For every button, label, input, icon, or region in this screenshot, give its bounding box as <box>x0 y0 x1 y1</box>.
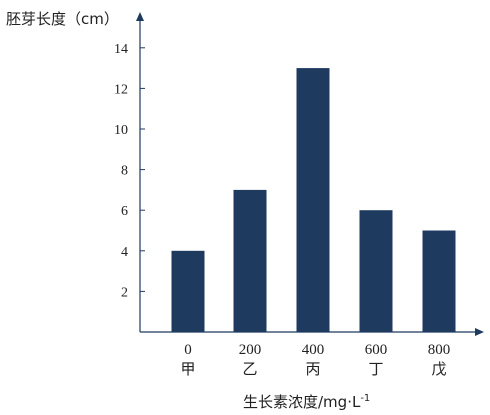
bar <box>296 68 330 332</box>
bar <box>233 189 267 332</box>
y-tick-label: 8 <box>121 164 128 179</box>
x-tick-label: 400 <box>302 342 325 358</box>
y-axis-title: 胚芽长度（cm） <box>6 10 119 28</box>
axes <box>136 12 484 336</box>
x-group-label: 甲 <box>180 360 195 378</box>
x-tick-label: 800 <box>428 342 451 358</box>
x-axis-title: 生长素浓度/mg·L-1 <box>243 393 370 411</box>
y-ticks: 2 4 6 8 10 12 14 <box>114 42 145 300</box>
y-tick-label: 14 <box>114 42 128 57</box>
bars <box>171 68 456 332</box>
y-tick-label: 4 <box>121 245 128 260</box>
y-tick-label: 12 <box>114 82 128 97</box>
bar <box>422 230 456 332</box>
y-tick-label: 2 <box>121 285 128 300</box>
x-axis-title-main: 生长素浓度/mg·L <box>243 393 361 411</box>
x-group-label: 丙 <box>305 360 320 378</box>
bar <box>359 210 393 332</box>
x-labels: 0 甲 200 乙 400 丙 600 丁 800 戊 <box>180 342 450 378</box>
x-group-label: 丁 <box>368 360 383 378</box>
y-tick-label: 10 <box>114 123 128 138</box>
x-group-label: 戊 <box>431 360 446 378</box>
x-axis-arrow <box>475 328 484 336</box>
bar <box>171 250 205 332</box>
y-tick-label: 6 <box>121 204 128 219</box>
y-axis-arrow <box>136 12 144 21</box>
x-tick-label: 600 <box>365 342 388 358</box>
x-axis-title-superscript: -1 <box>360 393 370 404</box>
x-tick-label: 200 <box>239 342 262 358</box>
x-tick-label: 0 <box>184 342 192 358</box>
x-group-label: 乙 <box>242 360 257 378</box>
